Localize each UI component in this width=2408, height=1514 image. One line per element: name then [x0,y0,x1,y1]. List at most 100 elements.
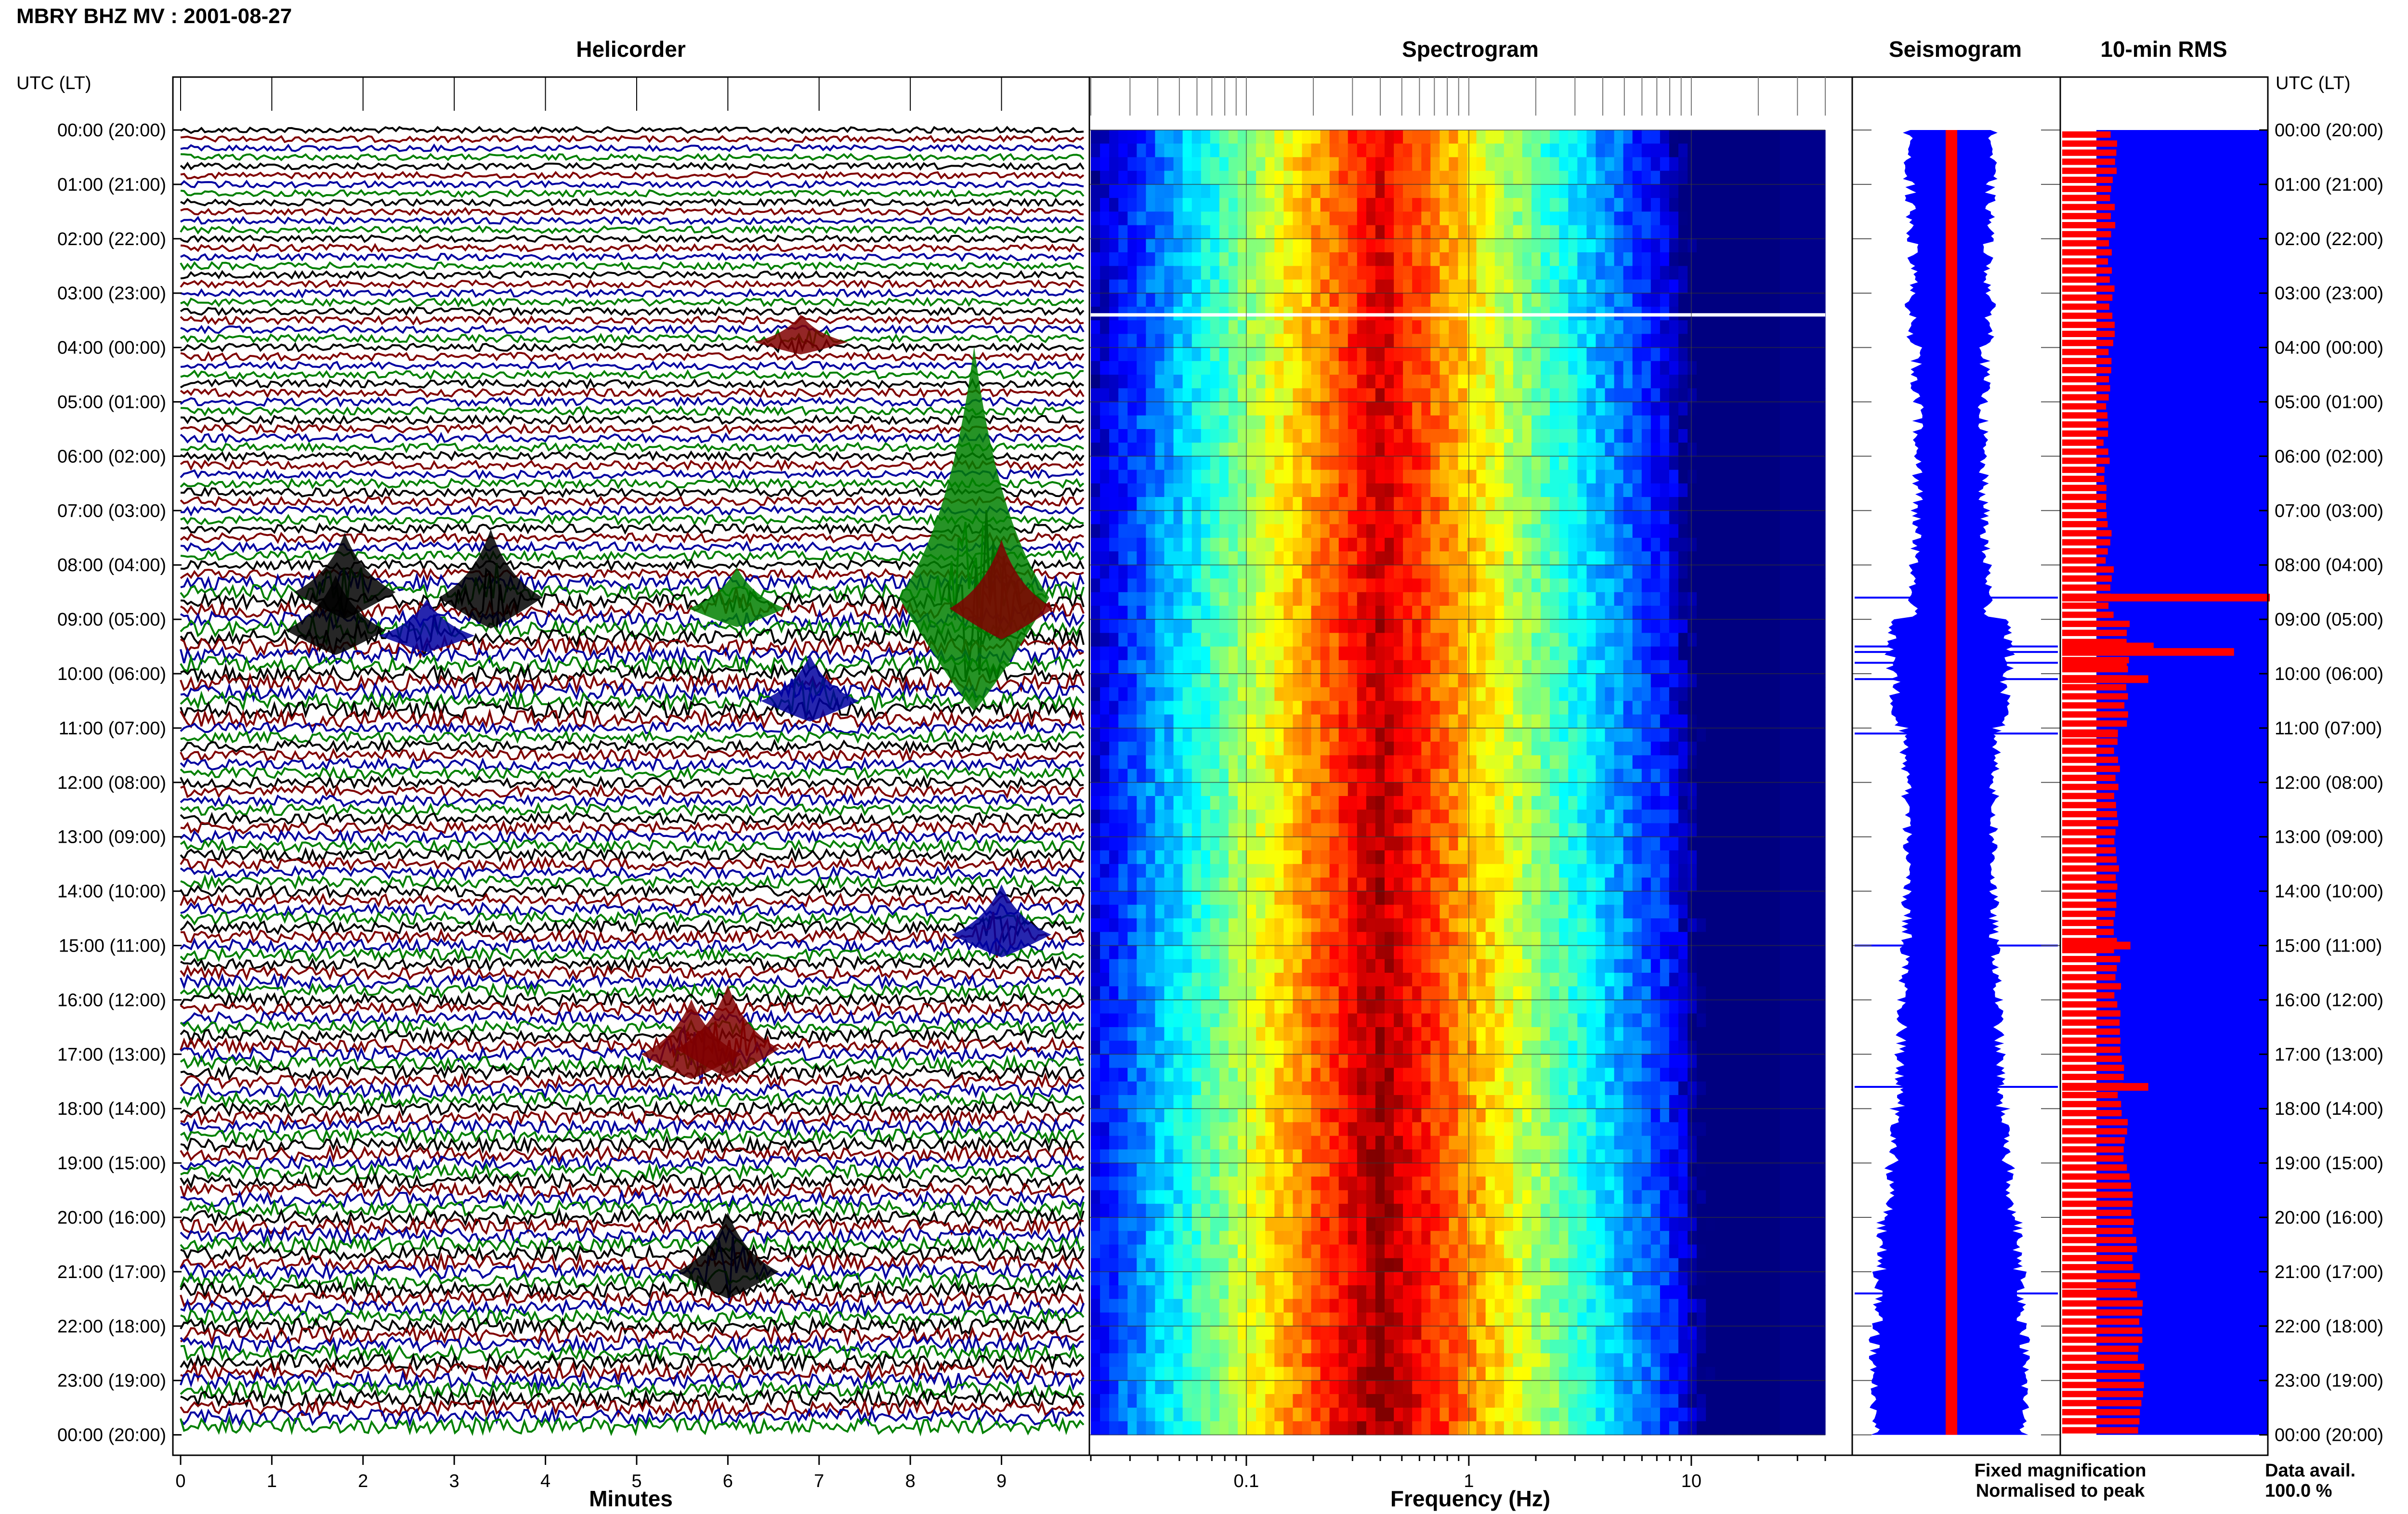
helicorder-trace [180,1108,1085,1127]
spectrogram-cell [1357,823,1367,837]
spectrogram-cell [1586,891,1597,905]
spectrogram-cell [1669,483,1679,497]
spectrogram-cell [1430,170,1440,185]
spectrogram-cell [1385,782,1394,796]
spectrogram-cell [1550,891,1559,905]
spectrogram-cell [1403,225,1413,239]
time-label-right: 10:00 (06:00) [2275,664,2383,684]
spectrogram-cell [1311,728,1321,742]
spectrogram-cell [1173,375,1183,389]
spectrogram-cell [1155,619,1165,633]
spectrogram-cell [1440,456,1450,470]
spectrogram-cell [1504,551,1514,565]
spectrogram-cell [1247,144,1256,157]
spectrogram-cell [1201,375,1211,389]
spectrogram-cell [1550,660,1559,674]
spectrogram-cell [1155,293,1165,307]
spectrogram-cell [1632,918,1642,932]
spectrogram-cell [1338,443,1348,457]
spectrogram-cell [1577,836,1587,851]
spectrogram-cell [1706,619,1715,633]
spectrogram-cell [1091,701,1100,715]
spectrogram-cell [1100,144,1110,157]
spectrogram-cell [1678,470,1688,484]
spectrogram-cell [1586,755,1597,770]
spectrogram-cell [1338,211,1348,226]
spectrogram-cell [1311,646,1321,661]
spectrogram-cell [1430,633,1440,647]
spectrogram-cell [1366,904,1376,919]
spectrogram-cell [1449,809,1459,824]
spectrogram-cell [1485,198,1495,212]
spectrogram-cell [1706,742,1715,756]
spectrogram-cell [1191,714,1202,729]
spectrogram-cell [1329,537,1339,552]
helicorder-trace [180,1307,1085,1328]
spectrogram-cell [1614,470,1624,484]
spectrogram-cell [1329,266,1339,280]
spectrogram-cell [1329,578,1339,593]
spectrogram-cell [1146,388,1156,403]
spectrogram-cell [1412,443,1422,457]
spectrogram-cell [1669,443,1679,457]
spectrogram-cell [1623,252,1633,266]
spectrogram-cell [1430,524,1440,538]
spectrogram-cell [1329,904,1339,919]
spectrogram-cell [1311,320,1321,334]
spectrogram-cell [1632,347,1642,362]
spectrogram-cell [1421,633,1431,647]
spectrogram-cell [1733,497,1743,511]
spectrogram-cell [1697,470,1706,484]
spectrogram-cell [1504,130,1514,144]
spectrogram-cell [1513,932,1523,946]
spectrogram-cell [1191,742,1202,756]
spectrogram-cell [1091,809,1100,824]
spectrogram-cell [1137,347,1146,362]
spectrogram-cell [1752,918,1762,932]
spectrogram-cell [1293,497,1303,511]
spectrogram-cell [1182,144,1192,157]
spectrogram-cell [1238,809,1247,824]
spectrogram-cell [1568,714,1578,729]
spectrogram-cell [1688,320,1697,334]
spectrogram-cell [1201,728,1211,742]
spectrogram-cell [1348,402,1358,416]
spectrogram-cell [1586,170,1597,185]
helicorder-trace [180,1316,1084,1337]
spectrogram-cell [1550,198,1559,212]
spectrogram-cell [1678,483,1688,497]
spectrogram-cell [1752,701,1762,715]
spectrogram-cell [1311,674,1321,688]
spectrogram-cell [1412,211,1422,226]
spectrogram-cell [1146,170,1156,185]
spectrogram-cell [1348,605,1358,620]
spectrogram-cell [1228,238,1238,253]
time-label-right: 05:00 (01:00) [2275,392,2383,413]
spectrogram-cell [1641,225,1651,239]
spectrogram-cell [1623,864,1633,878]
spectrogram-cell [1238,144,1247,157]
spectrogram-cell [1311,388,1321,403]
spectrogram-cell [1522,864,1532,878]
spectrogram-cell [1669,429,1679,443]
spectrogram-cell [1348,633,1358,647]
spectrogram-cell [1164,347,1174,362]
spectrogram-cell [1596,375,1606,389]
spectrogram-cell [1357,633,1367,647]
spectrogram-cell [1733,157,1743,171]
spectrogram-cell [1302,796,1312,810]
spectrogram-cell [1623,850,1633,864]
spectrogram-cell [1650,157,1661,171]
spectrogram-cell [1164,918,1174,932]
spectrogram-cell [1421,646,1431,661]
spectrogram-cell [1100,130,1110,144]
spectrogram-cell [1476,782,1486,796]
spectrogram-cell [1623,633,1633,647]
spectrogram-cell [1697,170,1706,185]
spectrogram-cell [1476,456,1486,470]
spectrogram-cell [1494,211,1505,226]
spectrogram-cell [1559,198,1569,212]
spectrogram-cell [1623,238,1633,253]
spectrogram-cell [1247,674,1256,688]
spectrogram-cell [1302,728,1312,742]
